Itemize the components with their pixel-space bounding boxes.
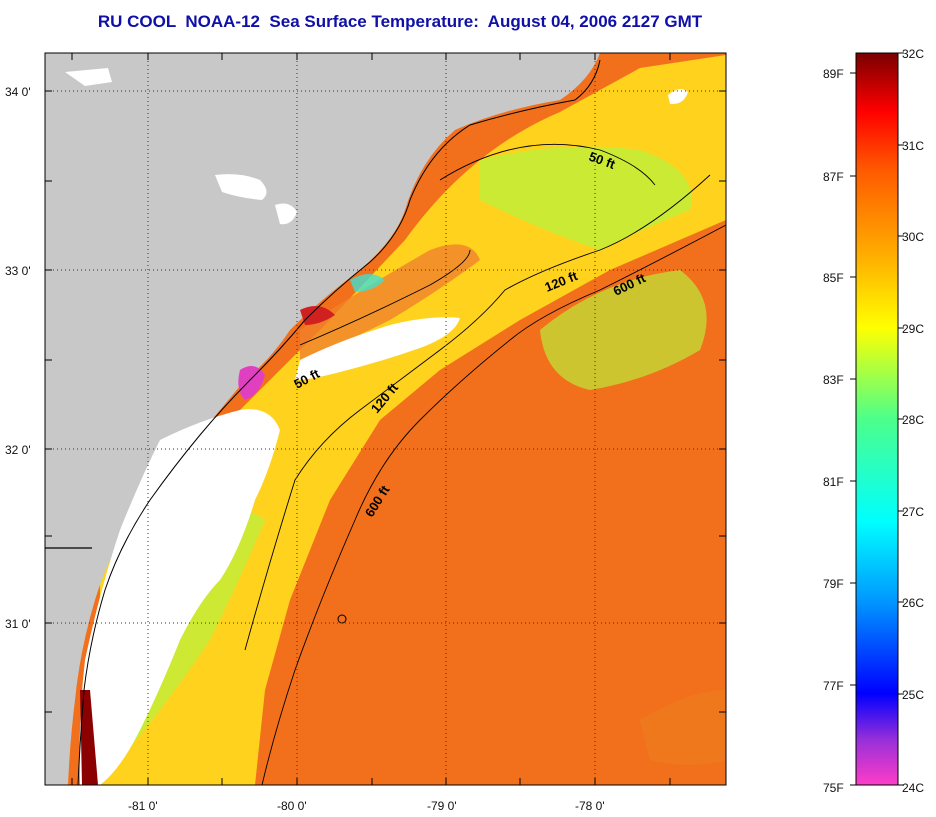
anomaly-red-coast-south — [80, 690, 98, 785]
lon-label: -80 0' — [277, 799, 307, 813]
sea-cool-patch-east — [540, 270, 707, 390]
cloud-inland-patch — [215, 174, 267, 200]
colorbar-fahrenheit-label: 79F — [823, 577, 844, 591]
colorbar-fahrenheit-label: 83F — [823, 373, 844, 387]
cloud-inland-north — [65, 68, 112, 86]
lat-label: 31 0' — [5, 617, 31, 631]
colorbar-fahrenheit-label: 81F — [823, 475, 844, 489]
colorbar-fahrenheit-label: 87F — [823, 170, 844, 184]
land-mass — [45, 53, 600, 785]
colorbar-celsius-label: 30C — [902, 230, 924, 244]
lat-label: 34 0' — [5, 85, 31, 99]
cloud-offshore-north-spot — [668, 89, 688, 105]
lon-label: -79 0' — [427, 799, 457, 813]
colorbar-celsius-label: 31C — [902, 139, 924, 153]
anomaly-magenta-sound — [238, 366, 265, 400]
isobath-50ft-line — [299, 143, 656, 346]
map-title: RU COOL NOAA-12 Sea Surface Temperature:… — [97, 12, 703, 31]
colorbar-celsius-label: 28C — [902, 413, 924, 427]
lon-label: -81 0' — [128, 799, 158, 813]
colorbar-celsius-label: 24C — [902, 781, 924, 795]
lat-lon-grid — [45, 53, 726, 785]
colorbar — [855, 52, 899, 786]
colorbar-celsius-label: 26C — [902, 596, 924, 610]
axis-tick-marks — [45, 53, 726, 785]
lon-label: -78 0' — [575, 799, 605, 813]
coastline — [77, 59, 601, 785]
map-plot-area — [45, 53, 726, 785]
colorbar-fahrenheit-label: 77F — [823, 679, 844, 693]
colorbar-fahrenheit-label: 75F — [823, 781, 844, 795]
anomaly-cyan-coast — [350, 274, 385, 292]
sea-warm-core — [270, 417, 726, 785]
cloud-coastal-south — [79, 409, 280, 785]
sea-cool-patch-north — [480, 146, 692, 250]
anomaly-red-capefear — [300, 306, 335, 325]
cloud-offshore-band — [295, 317, 460, 380]
map-frame — [44, 52, 727, 786]
sea-orange-coastal-band — [300, 244, 480, 360]
cloud-inland-spot — [275, 203, 297, 225]
colorbar-celsius-label: 29C — [902, 322, 924, 336]
isobath-600ft-line — [261, 224, 726, 785]
isobath-120ft-line — [244, 174, 711, 651]
colorbar-fahrenheit-label: 89F — [823, 67, 844, 81]
lat-label: 32 0' — [5, 443, 31, 457]
colorbar-ticks — [850, 52, 904, 786]
colorbar-celsius-label: 25C — [902, 688, 924, 702]
colorbar-celsius-label: 32C — [902, 47, 924, 61]
colorbar-celsius-label: 27C — [902, 505, 924, 519]
lat-label: 33 0' — [5, 264, 31, 278]
colorbar-fahrenheit-label: 85F — [823, 271, 844, 285]
